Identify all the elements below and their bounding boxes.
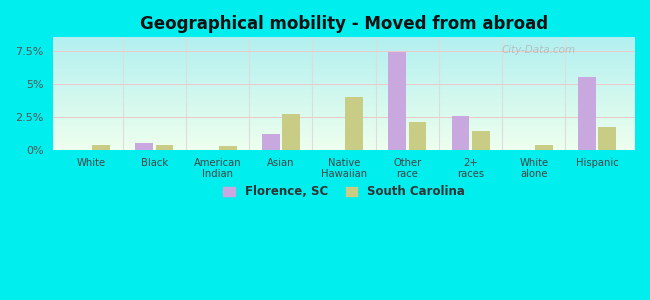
Text: City-Data.com: City-Data.com bbox=[501, 45, 575, 55]
Bar bbox=[535, 145, 552, 150]
Title: Geographical mobility - Moved from abroad: Geographical mobility - Moved from abroa… bbox=[140, 15, 548, 33]
Bar bbox=[155, 145, 174, 150]
Bar bbox=[135, 143, 153, 150]
Bar bbox=[92, 145, 110, 150]
Bar bbox=[452, 116, 469, 150]
Bar bbox=[345, 97, 363, 150]
Bar bbox=[388, 52, 406, 150]
Bar bbox=[472, 131, 489, 150]
Legend: Florence, SC, South Carolina: Florence, SC, South Carolina bbox=[224, 185, 465, 198]
Bar bbox=[409, 122, 426, 150]
Bar bbox=[282, 114, 300, 150]
Bar bbox=[598, 128, 616, 150]
Bar bbox=[578, 77, 596, 150]
Bar bbox=[262, 134, 279, 150]
Bar bbox=[219, 146, 237, 150]
